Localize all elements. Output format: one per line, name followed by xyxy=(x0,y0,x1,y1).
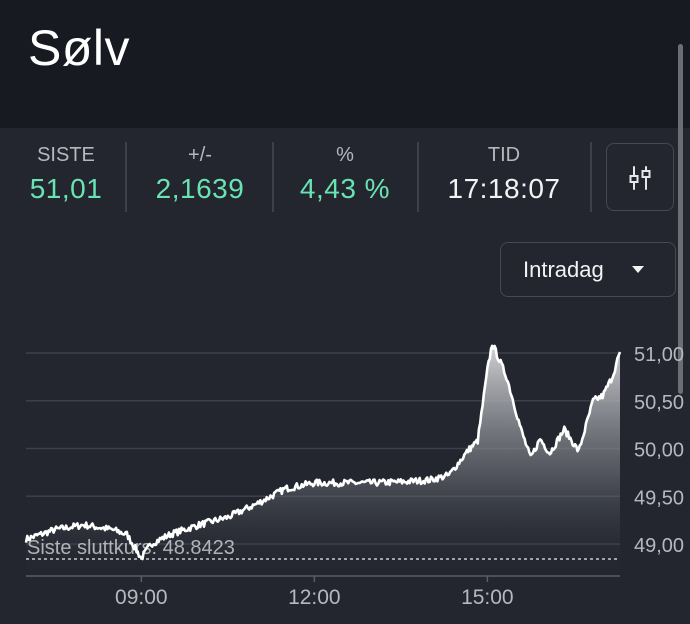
x-tick-label: 12:00 xyxy=(288,586,341,609)
stat-percent-value: 4,43 % xyxy=(299,173,391,204)
price-chart[interactable]: Siste sluttkurs: 48.8423 49,00 49,50 50,00… xyxy=(0,300,690,624)
header: Sølv xyxy=(0,0,690,128)
chart-settings-button[interactable] xyxy=(606,143,674,211)
series-area xyxy=(26,345,620,576)
stat-change: +/- 2,1639 xyxy=(130,142,270,208)
sliders-icon xyxy=(629,166,651,190)
y-tick-label: 51,00 xyxy=(634,344,684,366)
y-tick-label: 50,00 xyxy=(634,440,684,462)
stat-change-label: +/- xyxy=(188,144,212,166)
x-tick-label: 09:00 xyxy=(115,586,168,609)
scrollbar[interactable] xyxy=(678,44,683,394)
stat-last-value: 51,01 xyxy=(29,173,103,204)
stat-percent: % 4,43 % xyxy=(276,142,414,208)
divider xyxy=(272,142,274,212)
stat-time: TID 17:18:07 xyxy=(420,142,588,208)
stat-time-value: 17:18:07 xyxy=(447,173,561,204)
chevron-down-icon xyxy=(632,266,644,273)
divider xyxy=(417,142,419,212)
reference-label: Siste sluttkurs: 48.8423 xyxy=(27,537,235,559)
stats-bar: SISTE 51,01 +/- 2,1639 % 4,43 % TID 17:1… xyxy=(0,128,690,228)
y-tick-label: 49,50 xyxy=(634,487,684,509)
page-title: Sølv xyxy=(28,20,130,76)
stat-change-value: 2,1639 xyxy=(155,173,245,204)
y-tick-label: 49,00 xyxy=(634,535,684,557)
stat-last-label: SISTE xyxy=(37,144,95,166)
stat-percent-label: % xyxy=(336,144,354,166)
divider xyxy=(590,142,592,212)
period-dropdown[interactable]: Intradag xyxy=(500,242,676,297)
y-tick-label: 50,50 xyxy=(634,392,684,414)
divider xyxy=(125,142,127,212)
period-dropdown-label: Intradag xyxy=(523,257,604,282)
stat-time-label: TID xyxy=(487,144,521,166)
series-line xyxy=(24,344,622,561)
x-tick-label: 15:00 xyxy=(461,586,514,609)
stat-last: SISTE 51,01 xyxy=(10,142,122,208)
